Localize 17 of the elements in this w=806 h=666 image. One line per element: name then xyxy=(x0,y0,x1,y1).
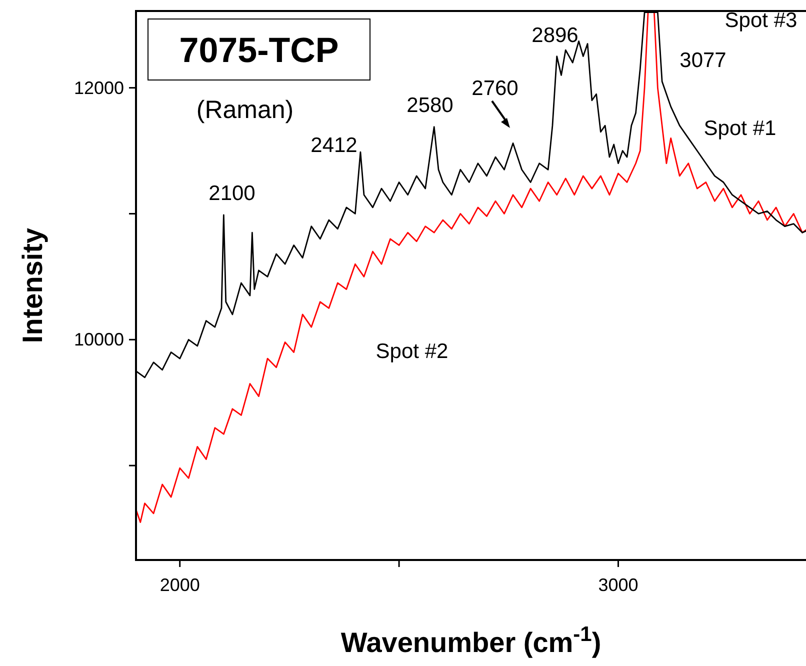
text: (Raman) xyxy=(196,96,294,124)
y-tick-label: 10000 xyxy=(74,330,124,350)
x-tick-label: 3000 xyxy=(598,575,638,595)
annotation: 2760 xyxy=(472,77,518,100)
x-tick-label: 2000 xyxy=(160,575,200,595)
text: 7075-TCP xyxy=(179,31,339,70)
annotation: 3077 xyxy=(680,49,726,72)
x-axis-title: Wavenumber (cm$^{-1}$) xyxy=(340,622,602,658)
y-axis-title: Intensity xyxy=(17,228,48,344)
annotation: Spot #1 xyxy=(704,117,776,140)
annotation: 2100 xyxy=(208,182,256,205)
annotation: Spot #3 xyxy=(724,9,798,32)
annotation: 2412 xyxy=(310,134,358,157)
annotation: Spot #2 xyxy=(376,340,448,363)
annotation: 2896 xyxy=(532,24,578,47)
annotation: 2580 xyxy=(406,94,454,117)
y-tick-label: 12000 xyxy=(74,78,124,98)
